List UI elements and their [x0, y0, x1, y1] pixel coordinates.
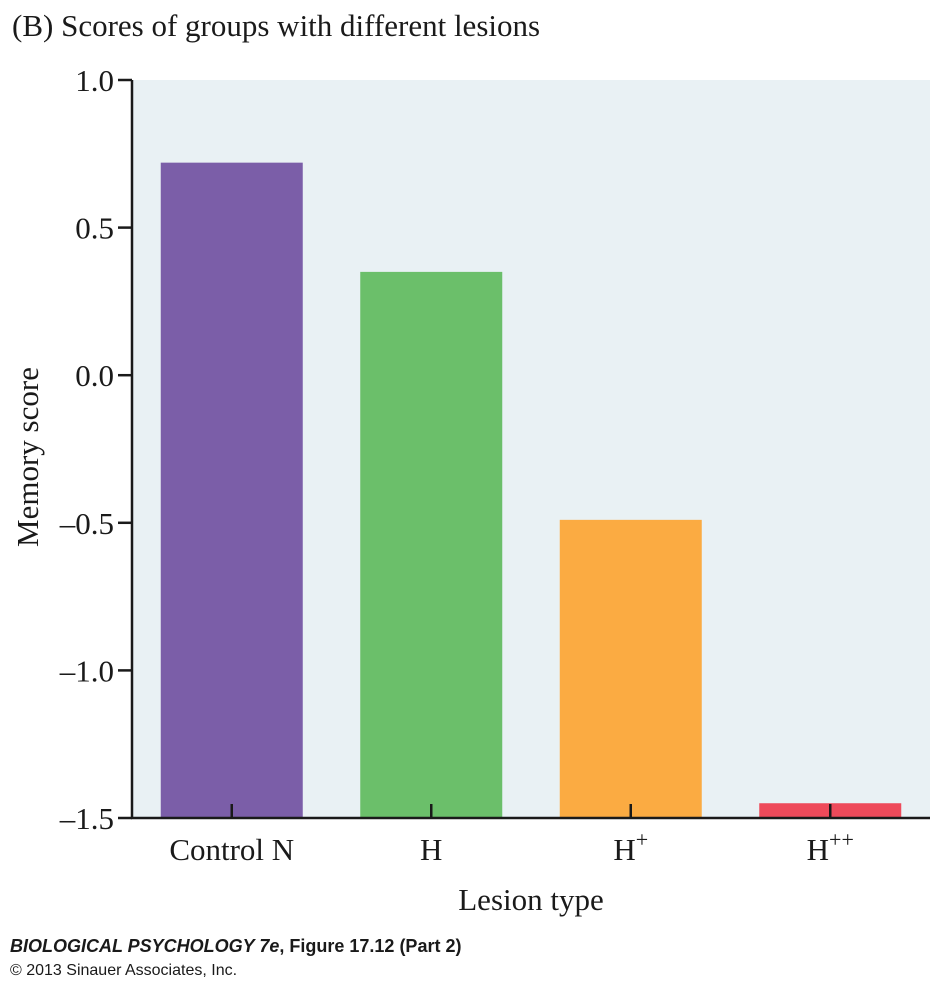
- figure-credit: BIOLOGICAL PSYCHOLOGY 7e, Figure 17.12 (…: [10, 936, 461, 957]
- y-tick-label: –1.5: [59, 801, 114, 836]
- copyright-notice: © 2013 Sinauer Associates, Inc.: [10, 962, 238, 979]
- x-tick-label: H: [420, 832, 442, 867]
- bar: [160, 162, 303, 818]
- x-tick-label: H+: [613, 827, 648, 867]
- y-tick-label: –1.0: [59, 653, 114, 688]
- y-tick-label: 0.5: [75, 211, 114, 246]
- axes: 1.0 0.5 0.0 –0.5 –1.0 –1.5 Control N H H+ H++: [59, 63, 930, 867]
- y-tick-label: 1.0: [75, 63, 114, 98]
- book-title: BIOLOGICAL PSYCHOLOGY 7e: [10, 936, 280, 956]
- chart-title: (B) Scores of groups with different lesi…: [12, 8, 540, 43]
- y-tick-label: 0.0: [75, 358, 114, 393]
- bar-chart: (B) Scores of groups with different lesi…: [10, 8, 930, 917]
- x-tick-label: Control N: [169, 832, 294, 867]
- x-axis-title: Lesion type: [458, 882, 604, 917]
- figure-number: , Figure 17.12 (Part 2): [279, 936, 462, 956]
- y-tick-label: –0.5: [59, 506, 114, 541]
- bar: [360, 271, 503, 818]
- bar: [559, 519, 702, 818]
- y-axis-title: Memory score: [10, 367, 45, 547]
- x-tick-label: H++: [807, 827, 854, 867]
- bars: [160, 162, 902, 818]
